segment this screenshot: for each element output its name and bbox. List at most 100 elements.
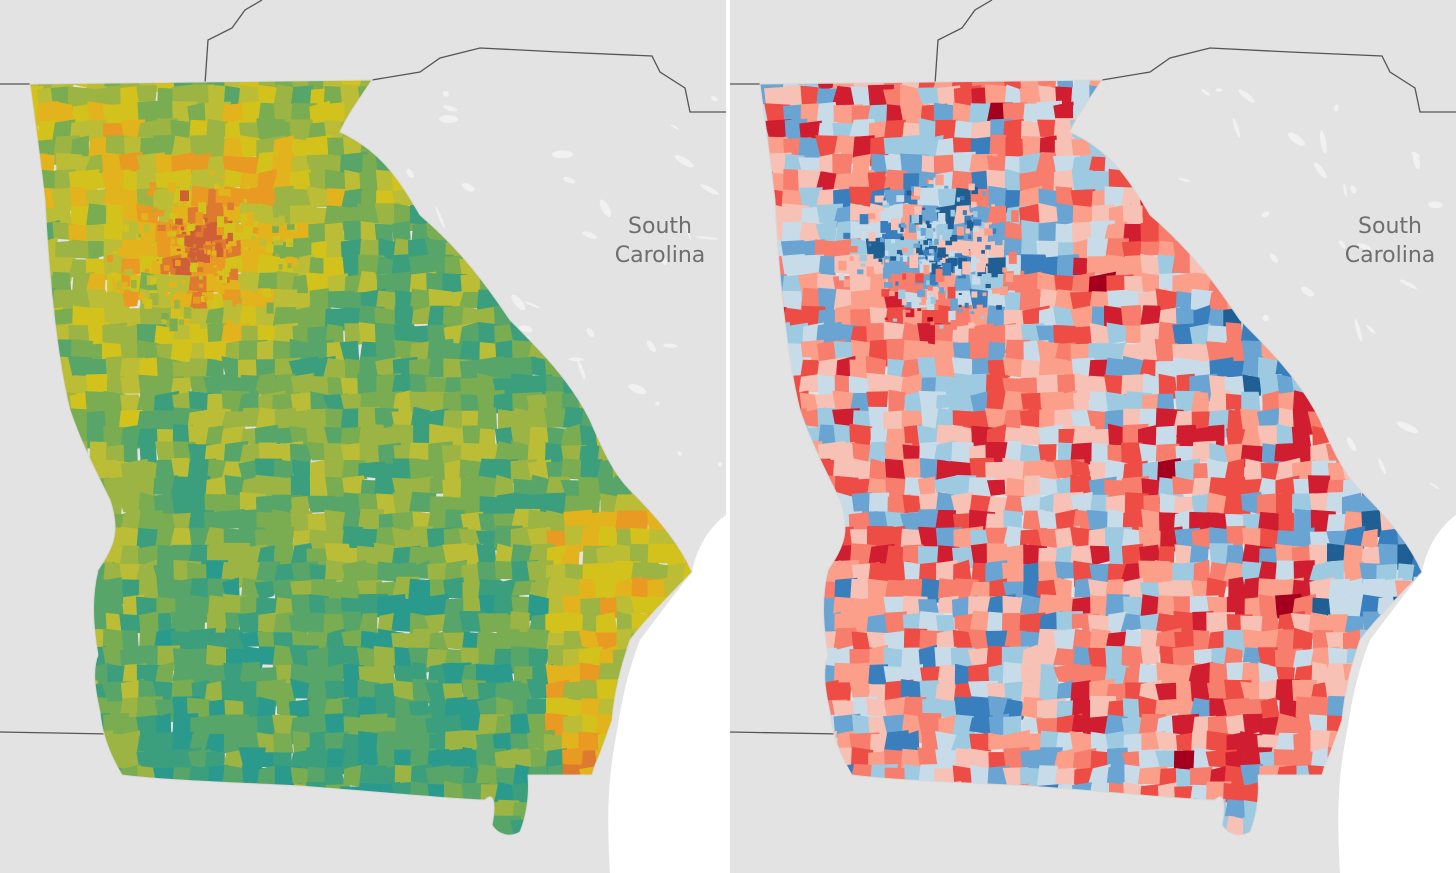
- lake-mark: [582, 231, 597, 239]
- metro-tile: [158, 258, 163, 264]
- lake-mark: [1287, 132, 1305, 147]
- region-tile: [495, 663, 514, 684]
- lake-mark: [1346, 437, 1357, 452]
- metro-tile: [965, 228, 970, 234]
- lake-mark: [551, 150, 573, 159]
- lake-mark: [646, 340, 656, 352]
- metro-tile: [240, 290, 247, 299]
- metro-tile: [962, 261, 971, 275]
- metro-tile: [203, 242, 210, 251]
- metro-tile: [288, 250, 296, 256]
- metro-tile: [213, 173, 218, 179]
- lake-mark: [1428, 201, 1443, 209]
- metro-tile: [182, 176, 188, 185]
- metro-tile: [191, 244, 197, 248]
- region-tile: [1242, 374, 1262, 397]
- metro-tile: [218, 284, 225, 294]
- region-tile: [254, 424, 281, 446]
- metro-tile: [968, 183, 975, 191]
- metro-tile: [265, 243, 274, 253]
- metro-tile: [144, 299, 153, 309]
- metro-tile: [252, 227, 259, 234]
- panel-divider: [726, 0, 730, 873]
- state-border-al-fl: [0, 731, 111, 735]
- lake-mark: [1300, 286, 1315, 297]
- metro-tile: [873, 261, 882, 274]
- region-tile: [1140, 646, 1160, 665]
- metro-tile: [171, 238, 175, 245]
- metro-tile: [939, 235, 944, 239]
- metro-tile: [927, 286, 933, 291]
- metro-tile: [896, 249, 903, 256]
- lake-mark: [1396, 421, 1418, 434]
- metro-tile: [985, 283, 991, 288]
- metro-tile: [882, 202, 890, 208]
- metro-tile: [972, 227, 980, 232]
- metro-tile: [929, 249, 934, 254]
- metro-tile: [215, 189, 224, 203]
- state-border-nc-sc: [371, 47, 726, 113]
- lake-mark: [655, 401, 660, 406]
- lake-mark: [663, 343, 678, 348]
- region-tile: [121, 289, 140, 308]
- metro-tile: [874, 195, 884, 203]
- metro-tile: [915, 298, 922, 303]
- metro-tile: [211, 242, 215, 245]
- metro-tile: [272, 224, 279, 233]
- metro-tile: [959, 196, 965, 200]
- metro-tile: [917, 289, 926, 297]
- metro-tile: [169, 290, 174, 296]
- metro-tile: [984, 228, 993, 236]
- metro-tile: [240, 239, 249, 252]
- lake-mark: [462, 183, 475, 192]
- metro-tile: [249, 256, 254, 260]
- metro-tile: [230, 268, 239, 280]
- left-georgia-map: [0, 0, 726, 873]
- metro-tile: [198, 202, 207, 214]
- metro-tile: [937, 261, 942, 265]
- metro-tile: [885, 259, 889, 263]
- georgia-outline: [29, 79, 693, 836]
- metro-tile: [995, 236, 1003, 246]
- metro-tile: [238, 296, 243, 300]
- metro-tile: [954, 265, 962, 276]
- region-tile: [562, 406, 585, 429]
- metro-tile: [956, 226, 964, 236]
- metro-tile: [977, 273, 982, 277]
- metro-tile: [923, 240, 928, 245]
- metro-tile: [884, 250, 889, 256]
- metro-tile: [226, 319, 233, 325]
- lake-mark: [1399, 279, 1418, 289]
- metro-tile: [917, 308, 922, 311]
- metro-tile: [976, 304, 983, 310]
- metro-tile: [958, 304, 962, 308]
- metro-tile: [934, 299, 940, 304]
- metro-tile: [199, 275, 203, 280]
- metro-tile: [972, 219, 982, 226]
- metro-tile: [929, 286, 939, 300]
- state-border-al-fl: [730, 731, 841, 735]
- region-tile: [1191, 391, 1211, 415]
- metro-tile: [935, 174, 944, 186]
- metro-tile: [180, 234, 188, 240]
- metro-tile: [935, 268, 945, 282]
- metro-tile: [889, 291, 895, 297]
- ocean-area: [1338, 515, 1456, 873]
- metro-tile: [945, 272, 953, 281]
- metro-tile: [900, 227, 904, 233]
- metro-tile: [884, 317, 888, 320]
- metro-tile: [909, 254, 919, 268]
- region-tile: [902, 458, 922, 479]
- metro-tile: [977, 236, 982, 242]
- lake-mark: [1350, 185, 1357, 194]
- metro-tile: [854, 261, 859, 266]
- metro-tile: [212, 254, 220, 265]
- metro-tile: [980, 315, 985, 319]
- metro-tile: [932, 221, 938, 226]
- metro-tile: [190, 237, 199, 245]
- metro-tile: [227, 202, 234, 211]
- metro-tile: [938, 213, 946, 224]
- metro-tile: [926, 224, 932, 229]
- metro-tile: [976, 253, 981, 259]
